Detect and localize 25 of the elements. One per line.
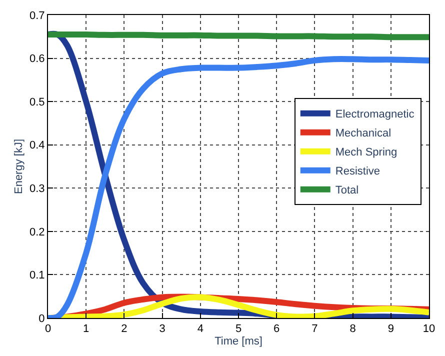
y-tick-label: 0.5 bbox=[30, 96, 45, 108]
y-tick-label: 0.3 bbox=[30, 182, 45, 195]
y-tick-label: 0 bbox=[38, 312, 45, 325]
y-tick-label: 0.4 bbox=[30, 140, 45, 152]
x-tick-label: 3 bbox=[159, 323, 166, 336]
legend-label: Total bbox=[335, 184, 359, 197]
x-tick-label: 1 bbox=[83, 323, 90, 336]
x-tick-label: 9 bbox=[388, 323, 394, 336]
y-tick-label: 0.7 bbox=[30, 10, 45, 22]
legend-label: Electromagnetic bbox=[335, 108, 415, 121]
y-axis-title: Energy [kJ] bbox=[13, 138, 26, 194]
x-axis-title: Time [ms] bbox=[214, 335, 262, 348]
legend-label: Mechanical bbox=[335, 128, 392, 140]
y-tick-label: 0.2 bbox=[30, 226, 45, 238]
x-tick-label: 5 bbox=[235, 323, 242, 336]
legend-label: Mech Spring bbox=[335, 146, 398, 159]
y-tick-label: 0.1 bbox=[30, 270, 45, 282]
y-tick-label: 0.6 bbox=[30, 53, 45, 66]
x-tick-label: 8 bbox=[350, 323, 356, 336]
x-tick-label: 6 bbox=[274, 323, 280, 336]
x-tick-label: 10 bbox=[422, 323, 436, 336]
x-tick-label: 4 bbox=[197, 323, 204, 336]
x-tick-label: 7 bbox=[312, 323, 318, 336]
legend-label: Resistive bbox=[335, 166, 380, 178]
x-tick-label: 2 bbox=[121, 323, 128, 336]
